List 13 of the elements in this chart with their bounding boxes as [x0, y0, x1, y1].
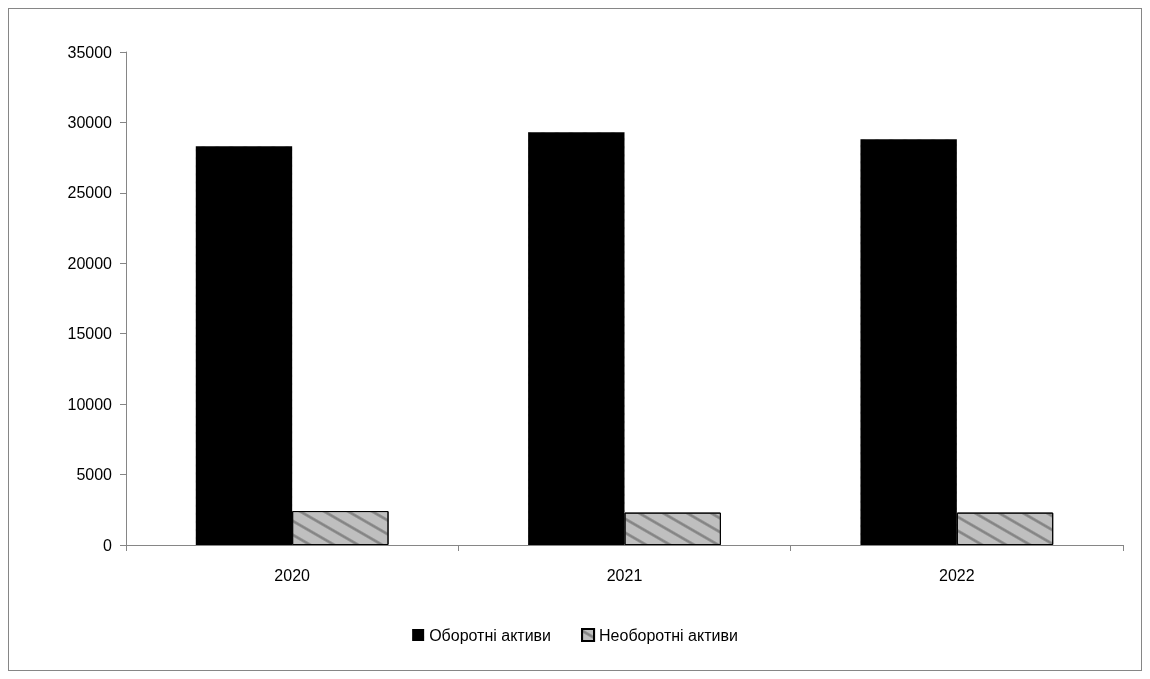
x-tick-label: 2020	[274, 566, 311, 584]
x-tick-label: 2022	[939, 566, 975, 584]
x-tick-label: 2021	[606, 566, 643, 584]
y-tick-label: 0	[103, 536, 113, 554]
y-tick-label: 10000	[67, 395, 113, 413]
y-tick-label: 25000	[67, 184, 113, 202]
legend-label: Необоротні активи	[599, 626, 738, 644]
legend-label: Оборотні активи	[429, 626, 552, 644]
y-tick-label: 30000	[67, 113, 113, 131]
y-tick-label: 20000	[67, 254, 113, 272]
y-tick-label: 5000	[76, 466, 113, 484]
y-tick-label: 35000	[67, 43, 113, 61]
y-tick-label: 15000	[67, 325, 113, 343]
